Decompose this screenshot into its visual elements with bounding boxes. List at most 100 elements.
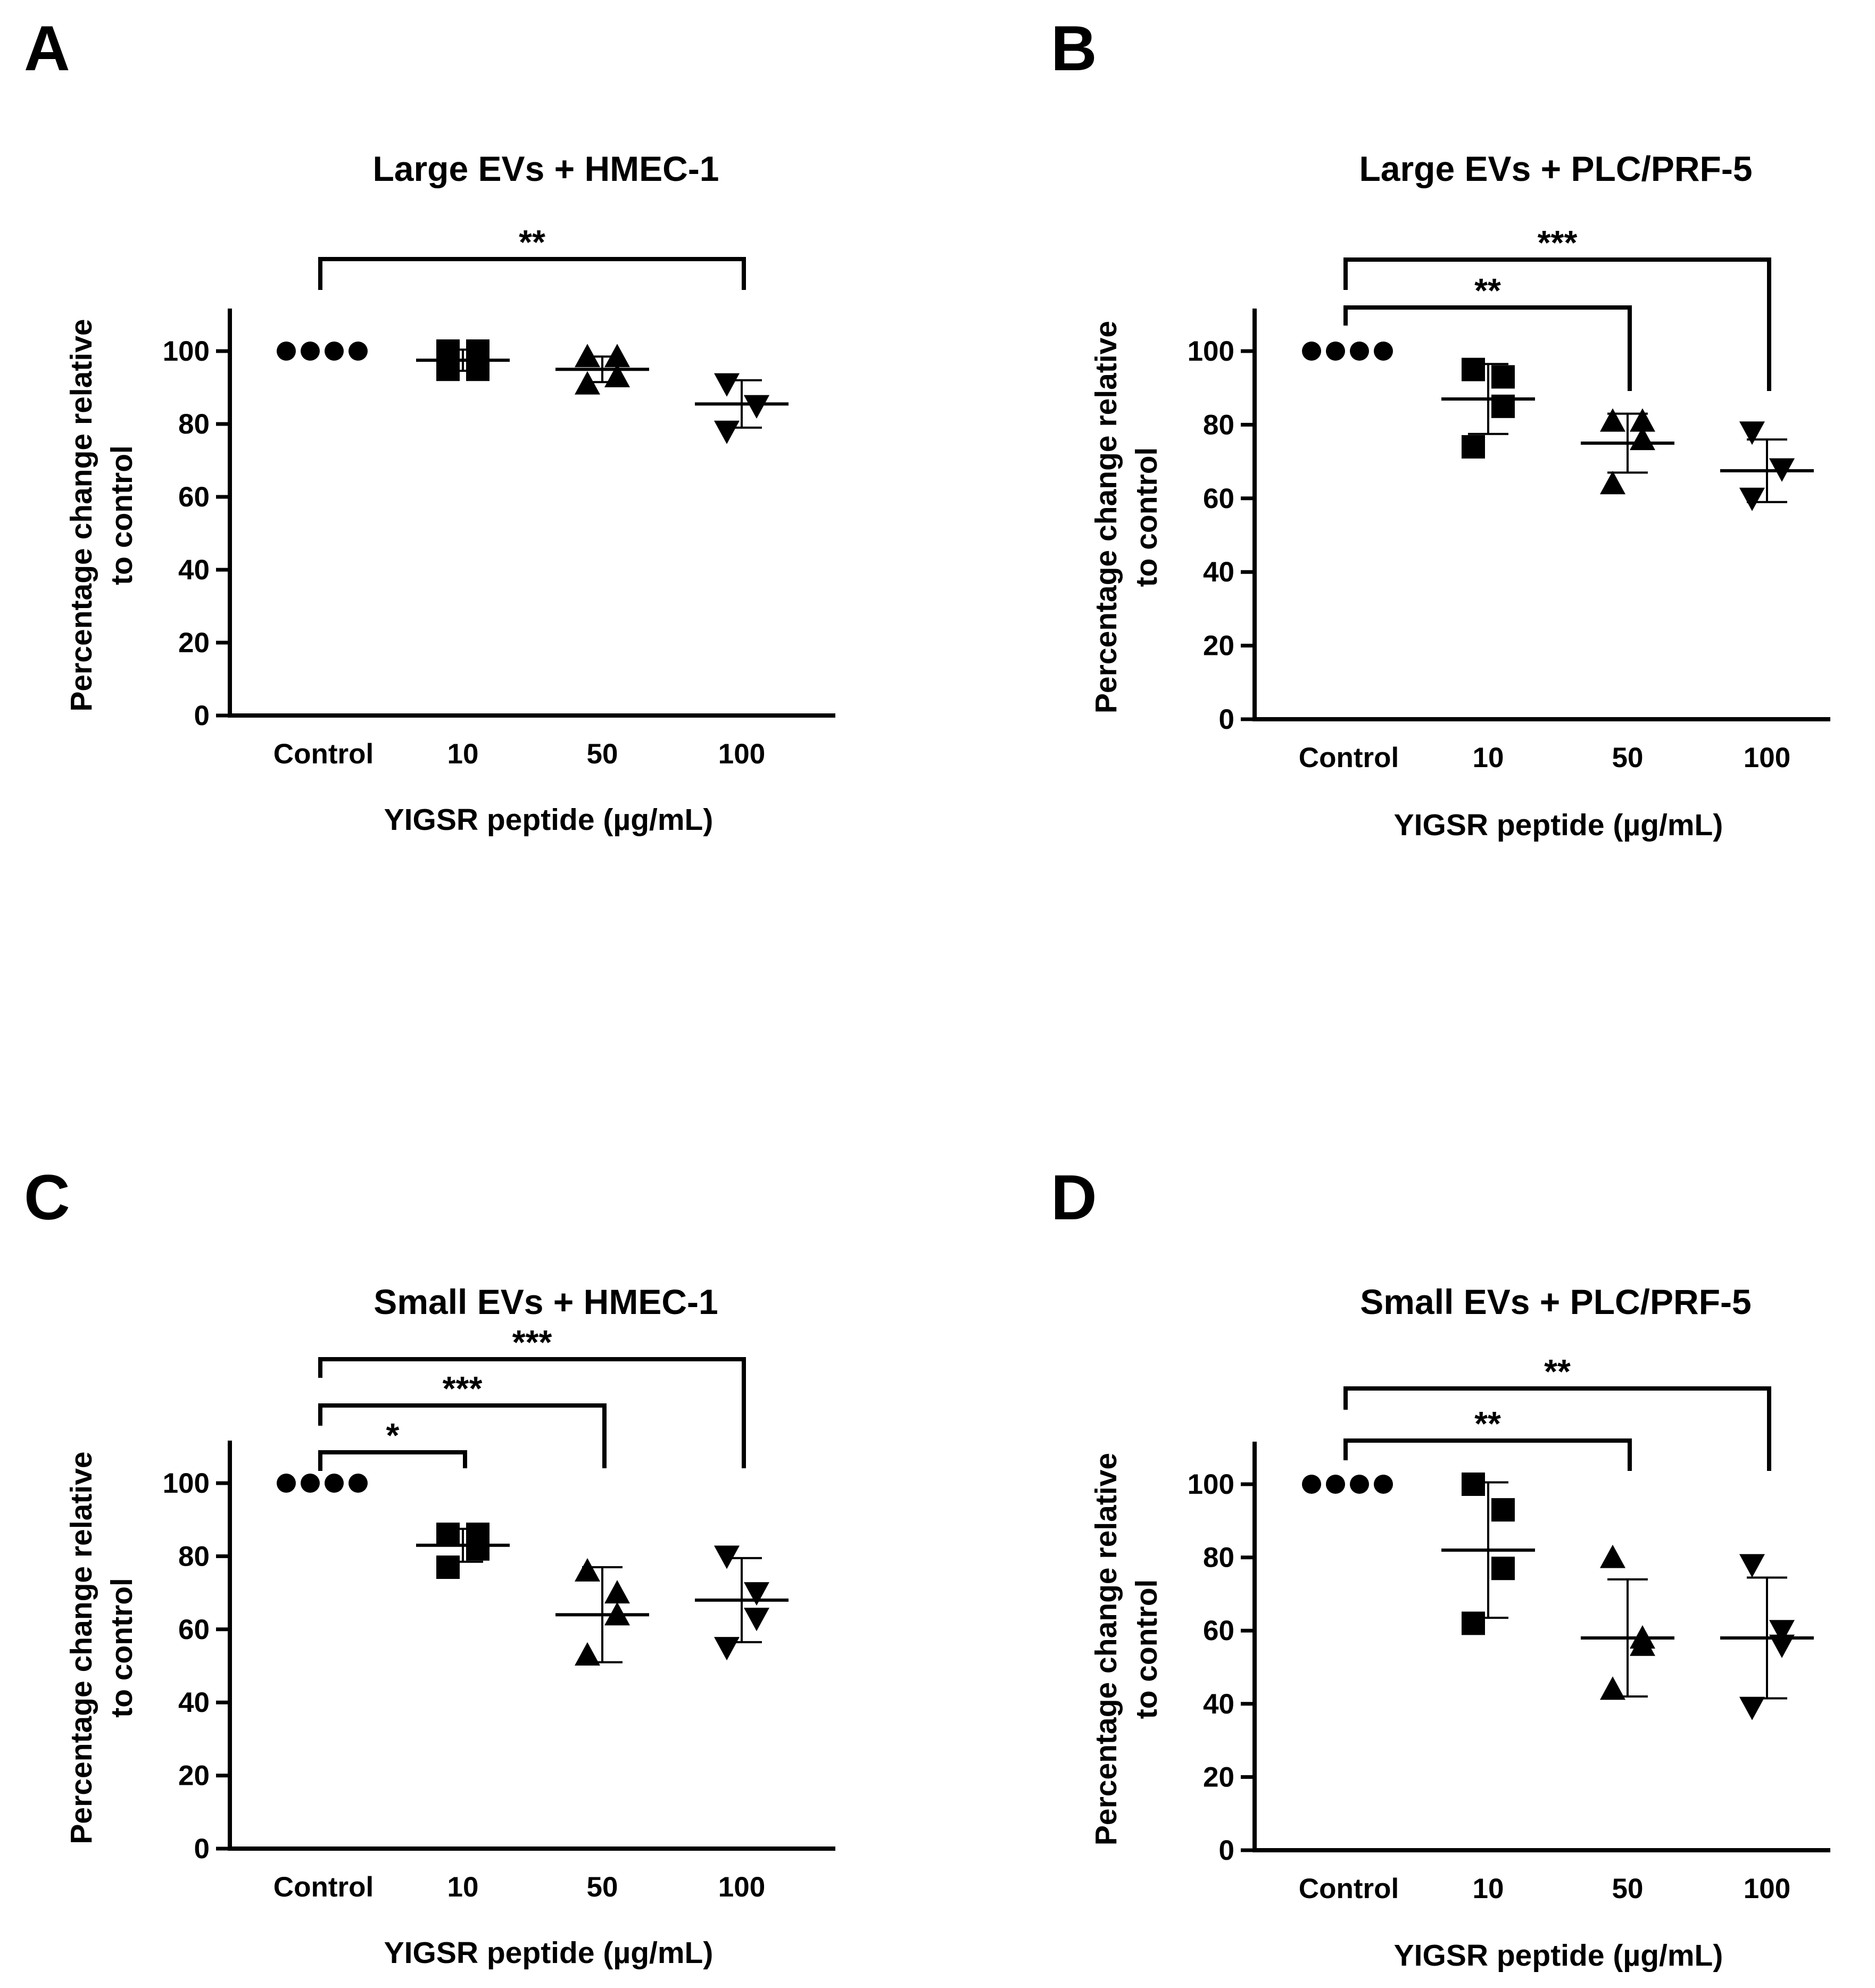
significance-bracket <box>1343 305 1632 391</box>
y-axis-label: Percentage change relative <box>1089 1453 1123 1845</box>
y-tick-label: 20 <box>1203 630 1234 662</box>
data-point-circle <box>325 342 344 361</box>
data-point-square <box>1462 1611 1485 1635</box>
y-tick-label: 0 <box>194 700 210 731</box>
data-point-square <box>436 1556 460 1579</box>
y-axis-label: to control <box>105 445 139 585</box>
x-tick-label: 10 <box>447 738 479 770</box>
x-tick-label: 50 <box>587 1871 618 1903</box>
significance-label: ** <box>1544 1352 1571 1391</box>
x-tick-label: 10 <box>1473 1873 1504 1904</box>
y-tick-label: 20 <box>178 1760 210 1792</box>
x-tick-label: 50 <box>1612 742 1644 773</box>
y-tick-label: 40 <box>178 1687 210 1718</box>
data-point-triangle-down <box>714 420 740 444</box>
data-point-circle <box>325 1474 344 1493</box>
x-tick-label: 10 <box>1473 742 1504 773</box>
data-point-circle <box>1302 342 1321 361</box>
significance-bracket <box>318 257 746 290</box>
data-point-square <box>466 1537 490 1561</box>
data-point-triangle-up <box>1600 471 1625 495</box>
data-point-triangle-down <box>1739 421 1765 445</box>
x-tick-label: Control <box>1299 1873 1399 1904</box>
data-point-triangle-up <box>604 1580 630 1604</box>
y-tick-label: 60 <box>178 1614 210 1645</box>
charts-group: Large EVs + HMEC-1020406080100Percentage… <box>64 149 1830 1973</box>
y-tick-label: 20 <box>1203 1761 1234 1793</box>
panel-letter-c: C <box>24 1162 70 1233</box>
data-point-triangle-up <box>1600 1544 1625 1568</box>
data-point-circle <box>301 342 320 361</box>
data-point-circle <box>1302 1475 1321 1494</box>
data-point-circle <box>1326 1475 1345 1494</box>
data-point-triangle-up <box>1600 1676 1625 1700</box>
data-point-circle <box>349 1474 368 1493</box>
y-tick-label: 20 <box>178 627 210 659</box>
y-axis-label: Percentage change relative <box>64 1451 98 1844</box>
data-point-triangle-down <box>1739 1696 1765 1720</box>
data-point-triangle-up <box>1600 408 1625 432</box>
y-tick-label: 0 <box>1219 704 1234 735</box>
x-tick-label: 100 <box>1744 742 1790 773</box>
data-point-triangle-down <box>744 395 769 419</box>
y-tick-label: 80 <box>1203 1542 1234 1574</box>
chart-title: Large EVs + HMEC-1 <box>372 149 719 188</box>
data-point-circle <box>277 342 296 361</box>
chart-panel-b: Large EVs + PLC/PRF-5 0 20 40 60 80 100 Percent… <box>1089 149 1830 842</box>
data-point-triangle-up <box>1630 408 1655 432</box>
significance-bracket <box>318 1357 746 1468</box>
data-point-circle <box>1374 342 1393 361</box>
x-tick-label: 100 <box>718 738 765 770</box>
y-tick-label: 40 <box>178 554 210 586</box>
significance-bracket <box>1343 1386 1771 1471</box>
panel-letter-d: D <box>1051 1162 1097 1233</box>
significance-label: ** <box>519 223 545 261</box>
data-point-triangle-up <box>575 1642 600 1666</box>
x-tick-label: 10 <box>447 1871 479 1903</box>
significance-label: * <box>386 1416 400 1454</box>
x-tick-label: Control <box>273 1871 374 1903</box>
data-point-circle <box>1374 1475 1393 1494</box>
data-point-triangle-down <box>1739 1554 1765 1578</box>
data-point-circle <box>301 1474 320 1493</box>
y-axis-label: Percentage change relative <box>1089 321 1123 713</box>
data-point-circle <box>349 342 368 361</box>
significance-label: ** <box>1474 271 1501 310</box>
y-tick-label: 60 <box>1203 483 1234 514</box>
data-point-square <box>1462 357 1485 381</box>
chart-title: Small EVs + PLC/PRF-5 <box>1360 1282 1751 1321</box>
data-point-square <box>1462 1473 1485 1496</box>
data-point-square <box>1491 1557 1515 1581</box>
x-tick-label: Control <box>1299 742 1399 773</box>
data-point-square <box>1491 1498 1515 1522</box>
y-axis-label: to control <box>105 1578 139 1718</box>
x-tick-label: 50 <box>1612 1873 1644 1904</box>
y-tick-label: 0 <box>194 1833 210 1865</box>
data-point-square <box>436 1523 460 1546</box>
x-axis-label: YIGSR peptide (µg/mL) <box>384 803 714 837</box>
data-point-triangle-down <box>1769 1634 1795 1658</box>
chart-title: Large EVs + PLC/PRF-5 <box>1359 149 1752 188</box>
data-point-triangle-up <box>1630 1632 1655 1656</box>
significance-bracket <box>318 1450 467 1471</box>
y-tick-label: 60 <box>178 481 210 513</box>
data-point-circle <box>1326 342 1345 361</box>
significance-bracket <box>1343 1438 1632 1471</box>
y-tick-label: 100 <box>163 1468 210 1499</box>
data-point-triangle-down <box>744 1582 769 1606</box>
data-point-triangle-up <box>575 1558 600 1582</box>
y-axis-label: to control <box>1130 447 1164 587</box>
x-tick-label: 100 <box>718 1871 765 1903</box>
y-tick-label: 100 <box>1188 336 1234 367</box>
y-tick-label: 60 <box>1203 1615 1234 1646</box>
data-point-circle <box>1350 342 1369 361</box>
y-tick-label: 80 <box>178 409 210 440</box>
y-axis-label: to control <box>1130 1579 1164 1719</box>
panel-letter-b: B <box>1051 13 1097 84</box>
data-point-circle <box>1350 1475 1369 1494</box>
data-point-square <box>1491 365 1515 389</box>
data-point-triangle-down <box>1739 487 1765 511</box>
chart-panel-d: Small EVs + PLC/PRF-5 0 20 40 60 80 100 Percent… <box>1089 1282 1830 1973</box>
